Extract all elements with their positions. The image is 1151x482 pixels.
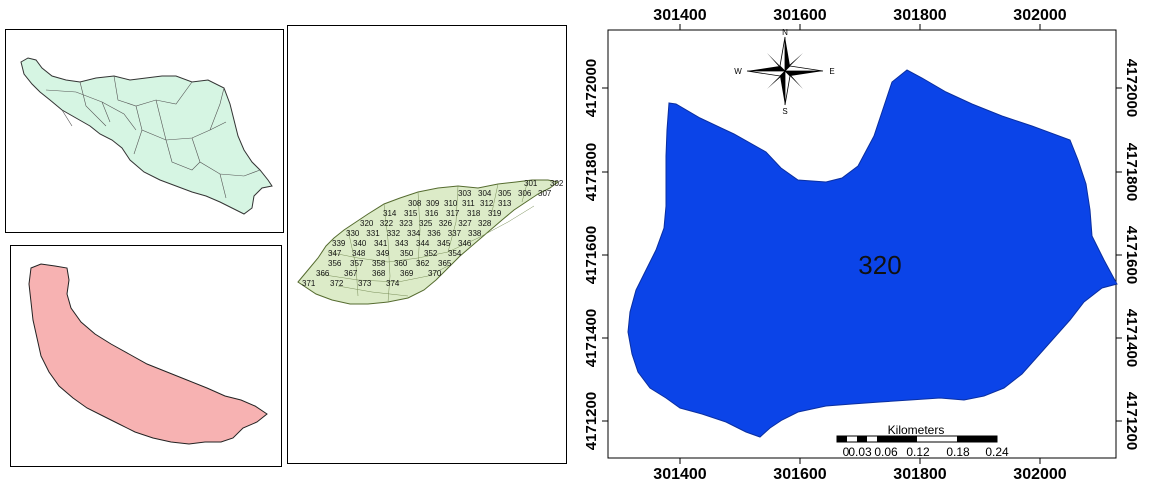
right-tick-label: 4172000 <box>1123 59 1140 117</box>
top-tick-label: 302000 <box>1013 7 1066 24</box>
bottom-tick-label: 301800 <box>893 466 946 482</box>
left-tick-label: 4171400 <box>583 309 600 367</box>
top-tick-labels: 301400 301600 301800 302000 <box>653 7 1066 24</box>
bottom-tick-label: 302000 <box>1013 466 1066 482</box>
north-arrow-icon: N S E W <box>734 28 834 116</box>
scale-label: 0.06 <box>874 445 898 459</box>
left-tick-label: 4171600 <box>583 226 600 284</box>
right-tick-labels: 4172000 4171800 4171600 4171400 4171200 <box>1123 59 1140 450</box>
left-tick-label: 4171800 <box>583 143 600 201</box>
left-tick-label: 4172000 <box>583 59 600 117</box>
top-tick-label: 301600 <box>773 7 826 24</box>
bottom-tick-label: 301400 <box>653 466 706 482</box>
scale-label: 0.24 <box>985 445 1009 459</box>
scale-bar: Kilometers 0 0.03 0.06 0.12 0.18 0.24 <box>837 423 1009 459</box>
scale-bar-title: Kilometers <box>888 423 945 437</box>
west-letter: W <box>734 67 742 76</box>
polygon-label: 320 <box>858 250 901 280</box>
right-tick-label: 4171600 <box>1123 226 1140 284</box>
right-tick-label: 4171200 <box>1123 392 1140 450</box>
top-tick-label: 301400 <box>653 7 706 24</box>
left-tick-label: 4171200 <box>583 392 600 450</box>
scale-label: 0.12 <box>906 445 930 459</box>
scale-label: 0.03 <box>848 445 872 459</box>
scale-label: 0.18 <box>946 445 970 459</box>
right-tick-label: 4171800 <box>1123 143 1140 201</box>
bottom-tick-label: 301600 <box>773 466 826 482</box>
right-tick-label: 4171400 <box>1123 309 1140 367</box>
south-letter: S <box>782 107 787 116</box>
bottom-tick-labels: 301400 301600 301800 302000 <box>653 466 1066 482</box>
left-tick-labels: 4172000 4171800 4171600 4171400 4171200 <box>583 59 600 450</box>
north-letter: N <box>782 28 788 37</box>
top-tick-label: 301800 <box>893 7 946 24</box>
east-letter: E <box>829 67 834 76</box>
